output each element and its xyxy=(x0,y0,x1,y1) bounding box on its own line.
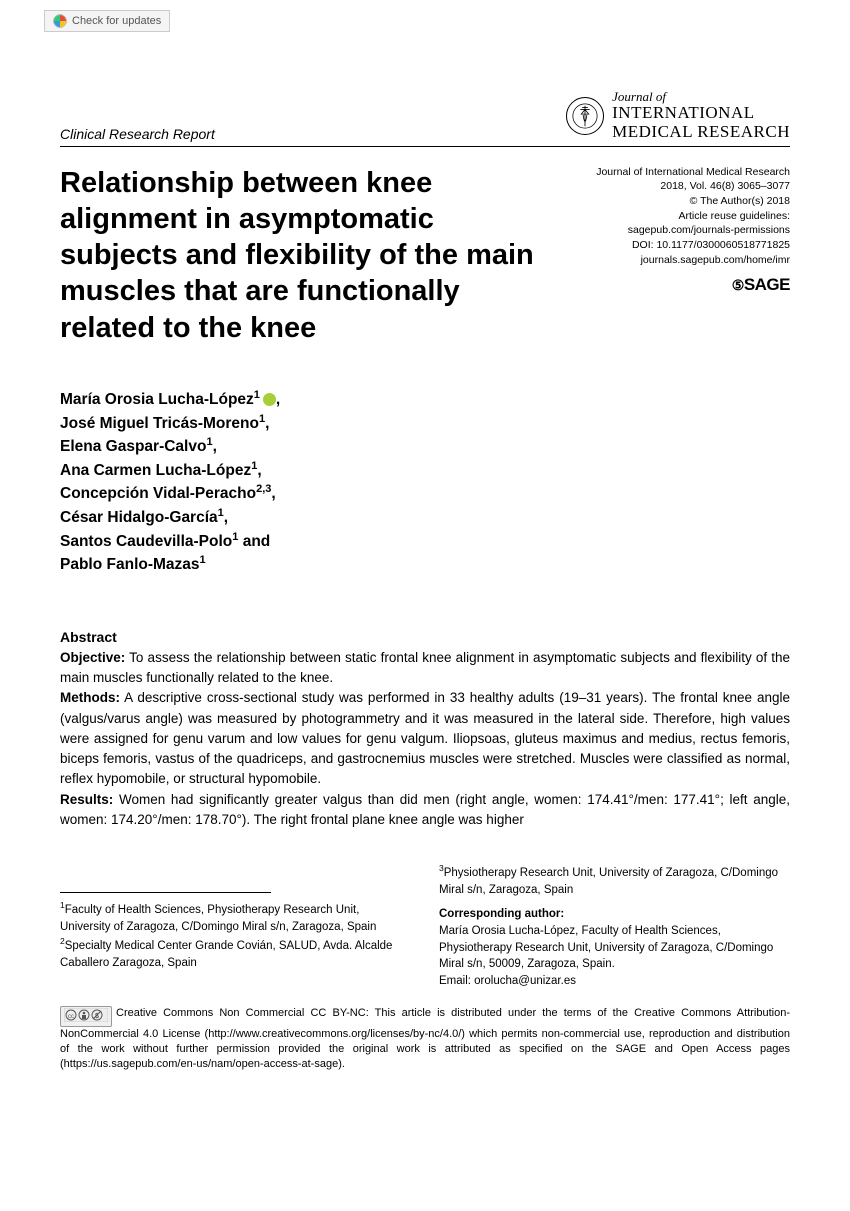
article-title: Relationship between knee alignment in a… xyxy=(60,165,550,346)
author: Pablo Fanlo-Mazas1 xyxy=(60,553,550,577)
journal-header: Journal of INTERNATIONAL MEDICAL RESEARC… xyxy=(566,90,790,142)
author: José Miguel Tricás-Moreno1, xyxy=(60,412,550,436)
abstract-heading: Abstract xyxy=(60,627,790,648)
journal-logo-icon xyxy=(566,97,604,135)
journal-name: Journal of INTERNATIONAL MEDICAL RESEARC… xyxy=(612,90,790,142)
affiliation-1: 1Faculty of Health Sciences, Physiothera… xyxy=(60,899,411,935)
meta-volume: 2018, Vol. 46(8) 3065–3077 xyxy=(570,179,790,194)
abstract-objective: Objective: To assess the relationship be… xyxy=(60,648,790,689)
cc-badge-icon: cc$ xyxy=(60,1006,112,1027)
corresponding-label: Corresponding author: xyxy=(439,906,790,923)
affiliations-right: 3Physiotherapy Research Unit, University… xyxy=(439,862,790,990)
meta-doi: DOI: 10.1177/0300060518771825 xyxy=(570,238,790,253)
authors-list: María Orosia Lucha-López1,José Miguel Tr… xyxy=(60,388,550,577)
footer-section: 1Faculty of Health Sciences, Physiothera… xyxy=(60,862,790,990)
check-updates-label: Check for updates xyxy=(72,15,161,27)
title-column: Relationship between knee alignment in a… xyxy=(60,165,550,577)
orcid-icon[interactable] xyxy=(263,393,276,406)
author: Concepción Vidal-Peracho2,3, xyxy=(60,482,550,506)
check-updates-badge[interactable]: Check for updates xyxy=(44,10,170,32)
abstract-results: Results: Women had significantly greater… xyxy=(60,790,790,831)
header-row: Clinical Research Report Journal of INTE… xyxy=(60,90,790,147)
meta-column: Journal of International Medical Researc… xyxy=(570,165,790,577)
journal-line2: MEDICAL RESEARCH xyxy=(612,123,790,142)
meta-homepage-link[interactable]: journals.sagepub.com/home/imr xyxy=(570,253,790,268)
meta-permissions-link[interactable]: sagepub.com/journals-permissions xyxy=(570,223,790,238)
svg-text:cc: cc xyxy=(68,1014,74,1020)
corresponding-text: María Orosia Lucha-López, Faculty of Hea… xyxy=(439,923,790,973)
meta-copyright: © The Author(s) 2018 xyxy=(570,194,790,209)
journal-line1: INTERNATIONAL xyxy=(612,104,790,123)
license-section: cc$ Creative Commons Non Commercial CC B… xyxy=(60,1006,790,1072)
corresponding-email: Email: orolucha@unizar.es xyxy=(439,973,790,990)
affiliations-left: 1Faculty of Health Sciences, Physiothera… xyxy=(60,862,411,990)
license-text: Creative Commons Non Commercial CC BY-NC… xyxy=(60,1007,790,1070)
report-type: Clinical Research Report xyxy=(60,126,215,142)
author: Elena Gaspar-Calvo1, xyxy=(60,435,550,459)
journal-prefix: Journal of xyxy=(612,90,790,104)
meta-journal: Journal of International Medical Researc… xyxy=(570,165,790,180)
meta-reuse: Article reuse guidelines: xyxy=(570,209,790,224)
affiliation-2: 2Specialty Medical Center Grande Covián,… xyxy=(60,935,411,971)
author: Ana Carmen Lucha-López1, xyxy=(60,459,550,483)
crossmark-icon xyxy=(53,14,67,28)
main-content: Relationship between knee alignment in a… xyxy=(60,165,790,577)
author: Santos Caudevilla-Polo1 and xyxy=(60,530,550,554)
abstract-section: Abstract Objective: To assess the relati… xyxy=(60,627,790,830)
author: María Orosia Lucha-López1, xyxy=(60,388,550,412)
affiliation-3: 3Physiotherapy Research Unit, University… xyxy=(439,862,790,898)
sage-logo: ⑤SAGE xyxy=(570,273,790,297)
abstract-methods: Methods: A descriptive cross-sectional s… xyxy=(60,688,790,789)
author: César Hidalgo-García1, xyxy=(60,506,550,530)
